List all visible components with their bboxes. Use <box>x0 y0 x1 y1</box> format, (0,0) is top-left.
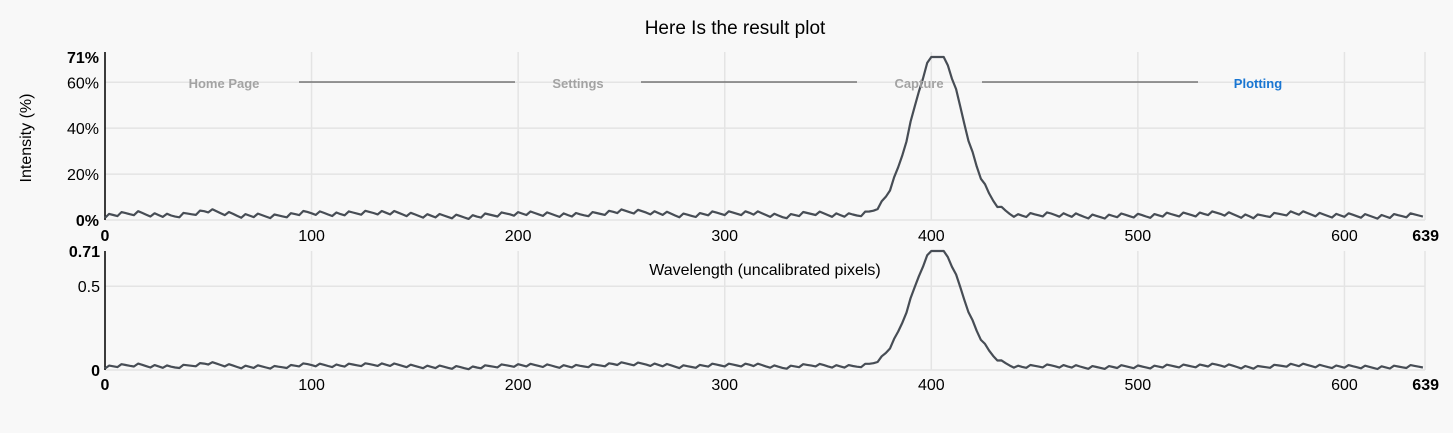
plot2-y-ticks: 0 0.5 0.71 <box>69 244 100 380</box>
plot2-intensity-line <box>104 249 1424 371</box>
plot1-intensity-line <box>104 55 1424 220</box>
x-tick-label: 600 <box>1331 377 1358 394</box>
step-home-page[interactable]: Home Page <box>189 76 260 91</box>
x-tick-label: 200 <box>505 228 532 245</box>
x-tick-label: 639 <box>1412 228 1439 245</box>
plot1-x-ticks: 0 100 200 300 400 500 600 639 <box>101 228 1440 245</box>
x-tick-label: 500 <box>1125 228 1152 245</box>
chart-title: Here Is the result plot <box>645 18 826 39</box>
step-plotting[interactable]: Plotting <box>1234 76 1282 91</box>
y-tick-label: 0 <box>91 363 100 380</box>
y-tick-label: 0.5 <box>78 279 100 296</box>
y-tick-label: 0% <box>76 213 99 230</box>
plot1-grid <box>104 52 1426 221</box>
x-tick-label: 0 <box>101 228 110 245</box>
y-tick-label: 40% <box>67 121 99 138</box>
x-tick-label: 400 <box>918 377 945 394</box>
x-tick-label: 400 <box>918 228 945 245</box>
x-tick-label: 200 <box>505 377 532 394</box>
y-tick-label: 71% <box>67 50 99 67</box>
x-tick-label: 300 <box>711 228 738 245</box>
x-tick-label: 0 <box>101 377 110 394</box>
y-tick-label: 20% <box>67 167 99 184</box>
y-tick-label: 0.71 <box>69 244 100 261</box>
x-tick-label: 639 <box>1412 377 1439 394</box>
y-tick-label: 60% <box>67 75 99 92</box>
x-axis-label: Wavelength (uncalibrated pixels) <box>649 262 881 279</box>
stepper: Home Page Settings Capture Plotting <box>189 76 1283 91</box>
plot1-y-ticks: 0% 20% 40% 60% 71% <box>67 50 99 230</box>
x-tick-label: 600 <box>1331 228 1358 245</box>
step-settings[interactable]: Settings <box>552 76 603 91</box>
y-axis-label: Intensity (%) <box>18 94 35 183</box>
step-capture[interactable]: Capture <box>894 76 943 91</box>
x-tick-label: 100 <box>298 228 325 245</box>
x-tick-label: 500 <box>1125 377 1152 394</box>
x-tick-label: 300 <box>711 377 738 394</box>
plot2-x-ticks: 0 100 200 300 400 500 600 639 <box>101 377 1440 394</box>
x-tick-label: 100 <box>298 377 325 394</box>
